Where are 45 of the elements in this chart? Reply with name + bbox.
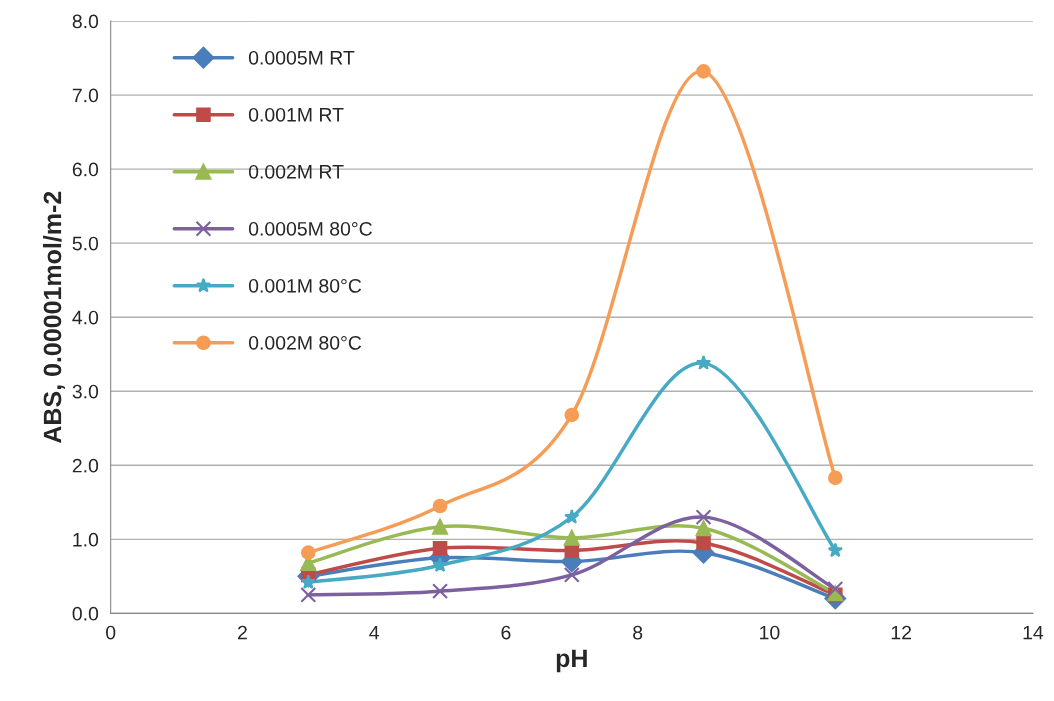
x-tick-label: 6 <box>501 625 511 640</box>
point <box>564 407 580 423</box>
point <box>695 520 712 537</box>
point <box>432 540 448 556</box>
point <box>432 583 449 600</box>
x-axis-title: pH <box>556 649 587 673</box>
point <box>564 509 580 524</box>
point <box>563 566 580 583</box>
point <box>563 529 580 546</box>
x-tick-label: 2 <box>237 625 247 640</box>
point <box>300 586 317 603</box>
point <box>432 498 448 514</box>
point <box>827 580 844 597</box>
y-tick-label: 4.0 <box>72 310 99 325</box>
point <box>696 535 711 551</box>
x-tick-label: 8 <box>633 625 643 640</box>
point <box>695 509 712 526</box>
legend-label: 0.001M 80°C <box>248 278 362 293</box>
point <box>432 518 449 535</box>
y-axis-title: ABS, 0.00001mol/m-2 <box>42 191 65 444</box>
x-tick-label: 14 <box>1023 625 1044 640</box>
point <box>828 470 843 486</box>
y-tick-label: 5.0 <box>72 236 99 251</box>
legend-label: 0.002M 80°C <box>248 335 362 350</box>
legend-label: 0.001M RT <box>248 107 344 122</box>
point <box>432 557 448 572</box>
y-tick-label: 1.0 <box>73 532 99 547</box>
x-tick-label: 12 <box>891 625 912 640</box>
y-tick-label: 8.0 <box>72 14 99 29</box>
point <box>301 545 316 560</box>
y-tick-label: 6.0 <box>72 162 99 177</box>
point <box>696 64 711 79</box>
y-tick-label: 0.0 <box>72 606 99 621</box>
point <box>695 355 712 370</box>
y-tick-label: 3.0 <box>72 384 99 399</box>
x-tick-label: 10 <box>760 625 780 640</box>
y-tick-label: 7.0 <box>72 88 99 103</box>
x-tick-label: 4 <box>369 625 380 640</box>
legend-label: 0.0005M RT <box>248 50 355 65</box>
legend-label: 0.0005M 80°C <box>248 221 372 236</box>
y-tick-label: 2.0 <box>72 458 99 473</box>
x-tick-label: 0 <box>106 625 116 640</box>
legend-label: 0.002M RT <box>248 164 344 179</box>
point <box>827 542 843 558</box>
point <box>300 574 316 589</box>
